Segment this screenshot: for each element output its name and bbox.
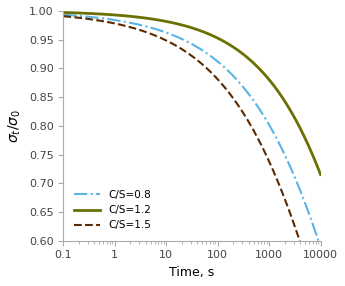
C/S=1.2 xyxy=(283,100,287,103)
Line: C/S=1.2: C/S=1.2 xyxy=(63,13,321,174)
Y-axis label: $\sigma_t/\sigma_0$: $\sigma_t/\sigma_0$ xyxy=(7,109,23,143)
C/S=1.2 xyxy=(225,41,229,45)
C/S=1.2 xyxy=(61,11,66,14)
Legend: C/S=0.8, C/S=1.2, C/S=1.5: C/S=0.8, C/S=1.2, C/S=1.5 xyxy=(69,185,156,236)
C/S=1.5 xyxy=(211,72,215,76)
C/S=1.5 xyxy=(256,138,260,141)
C/S=1.2 xyxy=(77,11,81,15)
C/S=0.8 xyxy=(225,68,229,72)
C/S=1.2 xyxy=(318,173,323,176)
Line: C/S=1.5: C/S=1.5 xyxy=(63,16,321,286)
C/S=0.8 xyxy=(318,246,323,249)
C/S=0.8 xyxy=(256,106,260,109)
C/S=1.2 xyxy=(256,66,260,69)
C/S=0.8 xyxy=(211,56,215,59)
C/S=1.5 xyxy=(217,80,221,83)
C/S=0.8 xyxy=(217,61,221,65)
C/S=1.5 xyxy=(77,16,81,19)
C/S=0.8 xyxy=(61,13,66,17)
X-axis label: Time, s: Time, s xyxy=(169,266,215,279)
C/S=1.2 xyxy=(217,37,221,41)
C/S=0.8 xyxy=(283,153,287,157)
C/S=1.2 xyxy=(211,34,215,37)
C/S=1.5 xyxy=(283,197,287,201)
Line: C/S=0.8: C/S=0.8 xyxy=(63,15,321,247)
C/S=1.5 xyxy=(225,89,229,92)
C/S=1.5 xyxy=(61,15,66,18)
C/S=0.8 xyxy=(77,14,81,18)
